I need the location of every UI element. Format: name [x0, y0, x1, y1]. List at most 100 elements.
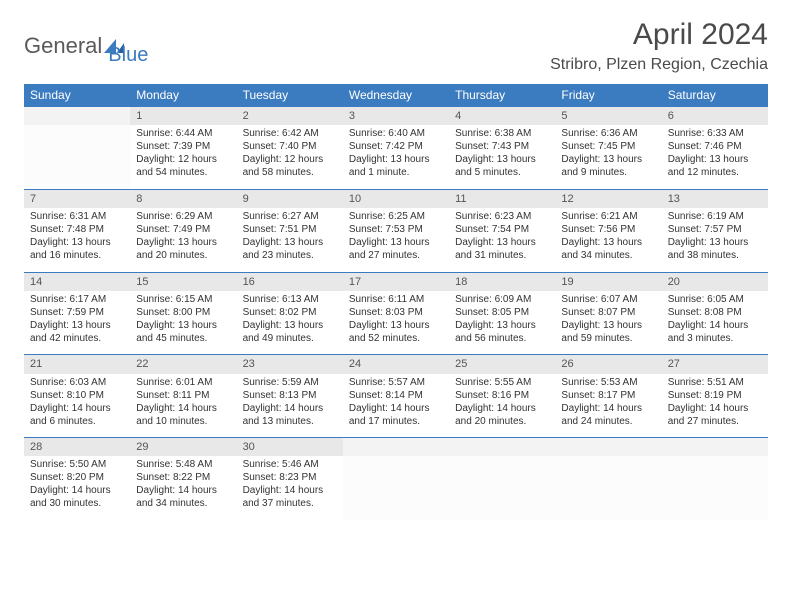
daylight-text-2: and 42 minutes. [30, 332, 124, 345]
daylight-text-2: and 52 minutes. [349, 332, 443, 345]
month-title: April 2024 [550, 18, 768, 52]
sunset-text: Sunset: 8:22 PM [136, 471, 230, 484]
day-number-cell: 8 [130, 189, 236, 208]
sunset-text: Sunset: 8:14 PM [349, 389, 443, 402]
day-content-cell: Sunrise: 6:29 AMSunset: 7:49 PMDaylight:… [130, 208, 236, 272]
day-number-cell: 3 [343, 107, 449, 126]
day-content-cell: Sunrise: 6:23 AMSunset: 7:54 PMDaylight:… [449, 208, 555, 272]
day-number-cell: 13 [662, 189, 768, 208]
day-content-cell: Sunrise: 6:25 AMSunset: 7:53 PMDaylight:… [343, 208, 449, 272]
calendar-body: 123456Sunrise: 6:44 AMSunset: 7:39 PMDay… [24, 107, 768, 521]
day-number-cell: 24 [343, 355, 449, 374]
day-content-cell: Sunrise: 5:51 AMSunset: 8:19 PMDaylight:… [662, 374, 768, 438]
daylight-text-1: Daylight: 13 hours [136, 236, 230, 249]
sunset-text: Sunset: 8:13 PM [243, 389, 337, 402]
day-number-cell: 6 [662, 107, 768, 126]
day-number-cell: 7 [24, 189, 130, 208]
daylight-text-1: Daylight: 13 hours [561, 319, 655, 332]
sunset-text: Sunset: 8:16 PM [455, 389, 549, 402]
sunrise-text: Sunrise: 5:53 AM [561, 376, 655, 389]
sunrise-text: Sunrise: 6:23 AM [455, 210, 549, 223]
daylight-text-2: and 27 minutes. [668, 415, 762, 428]
day-content-cell: Sunrise: 5:57 AMSunset: 8:14 PMDaylight:… [343, 374, 449, 438]
daylight-text-1: Daylight: 14 hours [455, 402, 549, 415]
sunrise-text: Sunrise: 6:38 AM [455, 127, 549, 140]
calendar-table: Sunday Monday Tuesday Wednesday Thursday… [24, 84, 768, 520]
weekday-header: Thursday [449, 84, 555, 107]
day-number-cell: 26 [555, 355, 661, 374]
day-number-cell: 2 [237, 107, 343, 126]
daylight-text-1: Daylight: 14 hours [136, 402, 230, 415]
day-content-cell: Sunrise: 6:44 AMSunset: 7:39 PMDaylight:… [130, 125, 236, 189]
sunset-text: Sunset: 7:56 PM [561, 223, 655, 236]
daylight-text-2: and 17 minutes. [349, 415, 443, 428]
sunset-text: Sunset: 7:46 PM [668, 140, 762, 153]
sunrise-text: Sunrise: 5:46 AM [243, 458, 337, 471]
day-content-cell: Sunrise: 6:15 AMSunset: 8:00 PMDaylight:… [130, 291, 236, 355]
daylight-text-2: and 23 minutes. [243, 249, 337, 262]
daylight-text-2: and 56 minutes. [455, 332, 549, 345]
sunrise-text: Sunrise: 5:57 AM [349, 376, 443, 389]
day-number-row: 78910111213 [24, 189, 768, 208]
sunset-text: Sunset: 7:51 PM [243, 223, 337, 236]
header: General Blue April 2024 Stribro, Plzen R… [24, 18, 768, 74]
daylight-text-1: Daylight: 13 hours [349, 236, 443, 249]
sunset-text: Sunset: 8:08 PM [668, 306, 762, 319]
day-content-row: Sunrise: 6:44 AMSunset: 7:39 PMDaylight:… [24, 125, 768, 189]
sunset-text: Sunset: 7:42 PM [349, 140, 443, 153]
day-content-row: Sunrise: 6:17 AMSunset: 7:59 PMDaylight:… [24, 291, 768, 355]
sunrise-text: Sunrise: 6:27 AM [243, 210, 337, 223]
day-number-cell [24, 107, 130, 126]
sunset-text: Sunset: 8:20 PM [30, 471, 124, 484]
sunrise-text: Sunrise: 6:25 AM [349, 210, 443, 223]
sunset-text: Sunset: 8:03 PM [349, 306, 443, 319]
sunset-text: Sunset: 8:05 PM [455, 306, 549, 319]
sunrise-text: Sunrise: 6:17 AM [30, 293, 124, 306]
day-number-cell [343, 438, 449, 457]
sunset-text: Sunset: 7:48 PM [30, 223, 124, 236]
day-number-cell: 22 [130, 355, 236, 374]
day-content-cell [449, 456, 555, 520]
daylight-text-2: and 20 minutes. [136, 249, 230, 262]
day-content-cell: Sunrise: 6:03 AMSunset: 8:10 PMDaylight:… [24, 374, 130, 438]
weekday-header: Tuesday [237, 84, 343, 107]
sunrise-text: Sunrise: 6:07 AM [561, 293, 655, 306]
daylight-text-1: Daylight: 13 hours [30, 236, 124, 249]
sunrise-text: Sunrise: 6:09 AM [455, 293, 549, 306]
day-number-cell: 25 [449, 355, 555, 374]
sunset-text: Sunset: 7:53 PM [349, 223, 443, 236]
daylight-text-1: Daylight: 13 hours [30, 319, 124, 332]
daylight-text-2: and 24 minutes. [561, 415, 655, 428]
daylight-text-1: Daylight: 13 hours [455, 236, 549, 249]
daylight-text-2: and 31 minutes. [455, 249, 549, 262]
sunrise-text: Sunrise: 6:21 AM [561, 210, 655, 223]
daylight-text-2: and 16 minutes. [30, 249, 124, 262]
weekday-header: Saturday [662, 84, 768, 107]
sunset-text: Sunset: 7:40 PM [243, 140, 337, 153]
day-content-cell [555, 456, 661, 520]
daylight-text-2: and 59 minutes. [561, 332, 655, 345]
sunset-text: Sunset: 8:00 PM [136, 306, 230, 319]
daylight-text-1: Daylight: 14 hours [136, 484, 230, 497]
day-content-cell: Sunrise: 6:27 AMSunset: 7:51 PMDaylight:… [237, 208, 343, 272]
sunset-text: Sunset: 8:11 PM [136, 389, 230, 402]
weekday-header: Sunday [24, 84, 130, 107]
sunset-text: Sunset: 7:57 PM [668, 223, 762, 236]
day-content-cell: Sunrise: 6:09 AMSunset: 8:05 PMDaylight:… [449, 291, 555, 355]
sunrise-text: Sunrise: 5:55 AM [455, 376, 549, 389]
day-content-cell: Sunrise: 5:50 AMSunset: 8:20 PMDaylight:… [24, 456, 130, 520]
daylight-text-2: and 3 minutes. [668, 332, 762, 345]
daylight-text-2: and 12 minutes. [668, 166, 762, 179]
sunrise-text: Sunrise: 6:40 AM [349, 127, 443, 140]
sunrise-text: Sunrise: 6:03 AM [30, 376, 124, 389]
daylight-text-2: and 37 minutes. [243, 497, 337, 510]
daylight-text-1: Daylight: 13 hours [136, 319, 230, 332]
daylight-text-1: Daylight: 12 hours [136, 153, 230, 166]
day-number-row: 14151617181920 [24, 272, 768, 291]
title-block: April 2024 Stribro, Plzen Region, Czechi… [550, 18, 768, 74]
day-content-cell: Sunrise: 6:21 AMSunset: 7:56 PMDaylight:… [555, 208, 661, 272]
day-number-cell: 21 [24, 355, 130, 374]
logo: General Blue [24, 24, 148, 67]
day-number-cell: 29 [130, 438, 236, 457]
sunset-text: Sunset: 7:49 PM [136, 223, 230, 236]
